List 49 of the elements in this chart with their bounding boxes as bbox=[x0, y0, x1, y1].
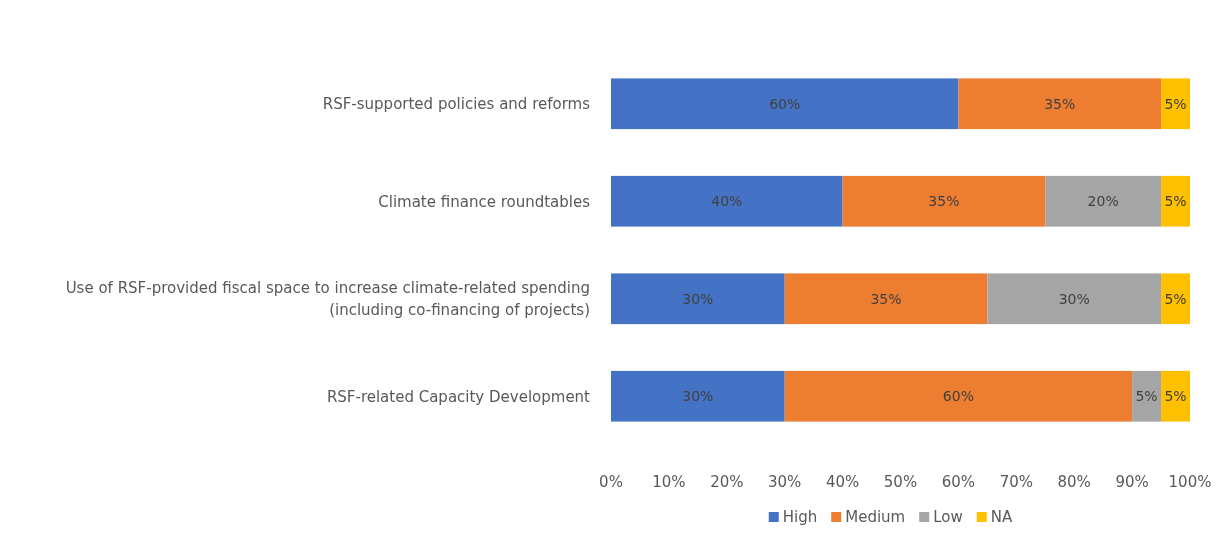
bar bbox=[611, 78, 959, 130]
bar bbox=[1161, 78, 1190, 130]
data-label: 60% bbox=[942, 388, 974, 405]
bar bbox=[611, 370, 785, 422]
bar bbox=[611, 273, 785, 325]
data-label: 30% bbox=[682, 388, 714, 405]
bar bbox=[784, 370, 1133, 422]
data-label: 35% bbox=[1044, 95, 1076, 112]
legend-label: Medium bbox=[845, 508, 906, 527]
x-tick-label: 10% bbox=[652, 473, 686, 492]
x-tick-label: 40% bbox=[825, 473, 860, 492]
data-label: 5% bbox=[1164, 290, 1187, 307]
x-tick-label: 90% bbox=[1115, 473, 1149, 492]
y-tick-label: RSF-supported policies and reforms bbox=[322, 95, 591, 113]
bar bbox=[1045, 175, 1162, 227]
data-label: 35% bbox=[928, 193, 960, 210]
bar bbox=[987, 273, 1162, 325]
data-label: 5% bbox=[1164, 95, 1187, 112]
bar bbox=[784, 273, 988, 325]
data-label: 5% bbox=[1164, 388, 1187, 405]
x-tick-label: 0% bbox=[599, 473, 623, 492]
legend-label: High bbox=[782, 508, 818, 527]
x-tick-label: 50% bbox=[883, 473, 918, 492]
data-label: 5% bbox=[1135, 388, 1158, 405]
y-tick-label: RSF-related Capacity Development bbox=[326, 387, 591, 406]
data-label: 20% bbox=[1087, 193, 1119, 210]
bar bbox=[1161, 273, 1190, 325]
data-label: 30% bbox=[682, 290, 714, 307]
bar bbox=[958, 78, 1162, 130]
y-tick-label: Climate finance roundtables bbox=[378, 192, 591, 211]
x-tick-label: 20% bbox=[710, 473, 744, 492]
data-label: 5% bbox=[1164, 193, 1187, 210]
data-label: 40% bbox=[711, 193, 743, 210]
bar bbox=[1161, 175, 1190, 227]
x-tick-label: 60% bbox=[941, 473, 976, 492]
bar bbox=[842, 175, 1046, 227]
bar bbox=[611, 175, 843, 227]
y-tick-label: Use of RSF-provided fiscal space to increase climate-related spending (including co-financing of projects) bbox=[65, 279, 590, 319]
legend-label: NA bbox=[990, 508, 1013, 527]
data-label: 35% bbox=[870, 290, 902, 307]
x-tick-label: 80% bbox=[1057, 473, 1091, 492]
legend-label: Low bbox=[933, 508, 963, 527]
data-label: 30% bbox=[1058, 290, 1090, 307]
bar bbox=[1132, 370, 1162, 422]
x-tick-label: 30% bbox=[768, 473, 802, 492]
x-tick-label: 70% bbox=[999, 473, 1033, 492]
data-label: 60% bbox=[769, 95, 801, 112]
x-tick-label: 100% bbox=[1168, 473, 1212, 492]
bar bbox=[1161, 370, 1190, 422]
